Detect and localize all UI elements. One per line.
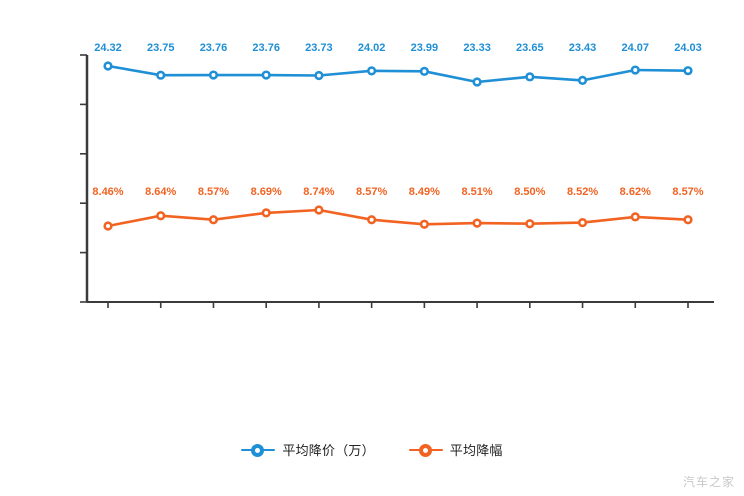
- watermark-autohome: 汽车之家: [682, 475, 735, 489]
- marker-inner: [686, 68, 690, 73]
- data-label-1-1: 8.64%: [145, 186, 176, 198]
- x-axis-ticks: [107, 302, 689, 308]
- data-point-0-9[interactable]: [577, 75, 588, 85]
- data-point-1-4[interactable]: [314, 205, 324, 215]
- data-label-0-6: 23.99: [411, 42, 439, 54]
- marker-inner: [106, 224, 110, 228]
- chart-legend: 平均降价（万） 平均降幅: [0, 440, 744, 459]
- data-point-0-7[interactable]: [472, 77, 482, 87]
- data-label-1-0: 8.46%: [92, 186, 123, 198]
- data-label-0-4: 23.73: [305, 42, 333, 54]
- series-line-orange: [107, 208, 689, 228]
- marker-inner: [633, 214, 638, 219]
- marker-inner: [264, 210, 269, 215]
- data-point-0-0[interactable]: [103, 61, 113, 71]
- data-label-1-9: 8.52%: [567, 186, 598, 198]
- data-point-0-6[interactable]: [419, 66, 429, 76]
- series-markers-blue: [103, 61, 693, 87]
- marker-inner: [211, 217, 216, 222]
- marker-inner: [527, 221, 532, 226]
- data-label-0-5: 24.02: [358, 42, 386, 54]
- data-point-0-8[interactable]: [525, 72, 535, 82]
- series-blue-group: 24.32 23.75 23.76 23.76 23.73 24.02 23.99 23.33…: [94, 42, 702, 87]
- data-label-0-0: 24.32: [94, 42, 122, 54]
- data-label-0-9: 23.43: [569, 42, 597, 54]
- marker-inner: [316, 208, 321, 212]
- series-line-blue: [107, 64, 689, 84]
- marker-inner: [369, 217, 374, 222]
- marker-inner: [422, 69, 427, 74]
- data-label-1-8: 8.50%: [514, 186, 545, 198]
- series-orange-group: 8.46% 8.64% 8.57% 8.69% 8.74% 8.57% 8.49% 8.51%…: [92, 186, 704, 231]
- data-label-0-1: 23.75: [147, 42, 175, 54]
- marker-inner: [475, 221, 480, 226]
- data-point-1-9[interactable]: [577, 217, 588, 228]
- data-label-1-10: 8.62%: [620, 186, 651, 198]
- data-label-1-4: 8.74%: [303, 186, 334, 198]
- marker-inner: [264, 73, 269, 78]
- data-label-0-8: 23.65: [516, 42, 544, 54]
- marker-inner: [422, 222, 427, 227]
- data-point-1-5[interactable]: [367, 215, 377, 225]
- legend-label-0: 平均降价（万）: [282, 443, 375, 458]
- data-label-1-5: 8.57%: [356, 186, 387, 198]
- marker-inner: [369, 68, 374, 73]
- axes-group: [80, 54, 714, 308]
- legend-dot-1: [418, 443, 432, 457]
- circle-marker-icon: [241, 443, 276, 457]
- data-point-1-0[interactable]: [103, 221, 113, 231]
- data-point-0-3[interactable]: [261, 70, 271, 80]
- data-label-1-2: 8.57%: [198, 186, 229, 198]
- series-labels-blue: 24.32 23.75 23.76 23.76 23.73 24.02 23.99 23.33…: [94, 42, 702, 54]
- series-labels-orange: 8.46% 8.64% 8.57% 8.69% 8.74% 8.57% 8.49% 8.51%…: [92, 186, 703, 198]
- data-label-0-7: 23.33: [463, 42, 491, 54]
- legend-dot-0: [251, 443, 265, 457]
- circle-marker-icon: [408, 443, 443, 457]
- marker-inner: [106, 64, 110, 68]
- data-point-1-11[interactable]: [683, 215, 693, 225]
- marker-inner: [158, 213, 163, 218]
- data-point-1-7[interactable]: [472, 218, 482, 228]
- marker-inner: [158, 73, 163, 78]
- marker-inner: [580, 78, 585, 83]
- data-point-1-6[interactable]: [419, 219, 429, 229]
- data-point-0-11[interactable]: [683, 66, 693, 76]
- data-point-0-5[interactable]: [367, 66, 377, 76]
- marker-inner: [475, 80, 480, 84]
- data-label-0-10: 24.07: [622, 42, 650, 54]
- data-point-1-10[interactable]: [630, 212, 640, 222]
- data-point-1-8[interactable]: [525, 219, 535, 229]
- marker-inner: [527, 74, 532, 79]
- data-point-0-10[interactable]: [630, 65, 640, 75]
- data-point-0-4[interactable]: [314, 70, 324, 81]
- legend-item-1[interactable]: 平均降幅: [408, 440, 503, 459]
- legend-label-1: 平均降幅: [449, 443, 503, 458]
- data-label-1-11: 8.57%: [672, 186, 703, 198]
- data-label-0-2: 23.76: [200, 42, 228, 54]
- legend-item-0[interactable]: 平均降价（万）: [241, 440, 375, 459]
- y-axis-ticks: [80, 54, 87, 303]
- marker-inner: [686, 217, 690, 222]
- data-label-1-7: 8.51%: [461, 186, 492, 198]
- data-label-0-11: 24.03: [674, 42, 702, 54]
- data-label-1-6: 8.49%: [409, 186, 440, 198]
- marker-inner: [316, 73, 321, 78]
- data-point-1-2[interactable]: [208, 215, 219, 225]
- data-point-1-1[interactable]: [156, 211, 166, 221]
- marker-inner: [633, 68, 638, 73]
- data-label-1-3: 8.69%: [251, 186, 282, 198]
- series-markers-orange: [103, 205, 693, 231]
- data-label-0-3: 23.76: [252, 42, 280, 54]
- marker-inner: [211, 73, 216, 78]
- marker-inner: [580, 220, 585, 225]
- data-point-0-1[interactable]: [156, 70, 166, 80]
- data-point-0-2[interactable]: [208, 70, 219, 80]
- data-point-1-3[interactable]: [261, 208, 271, 218]
